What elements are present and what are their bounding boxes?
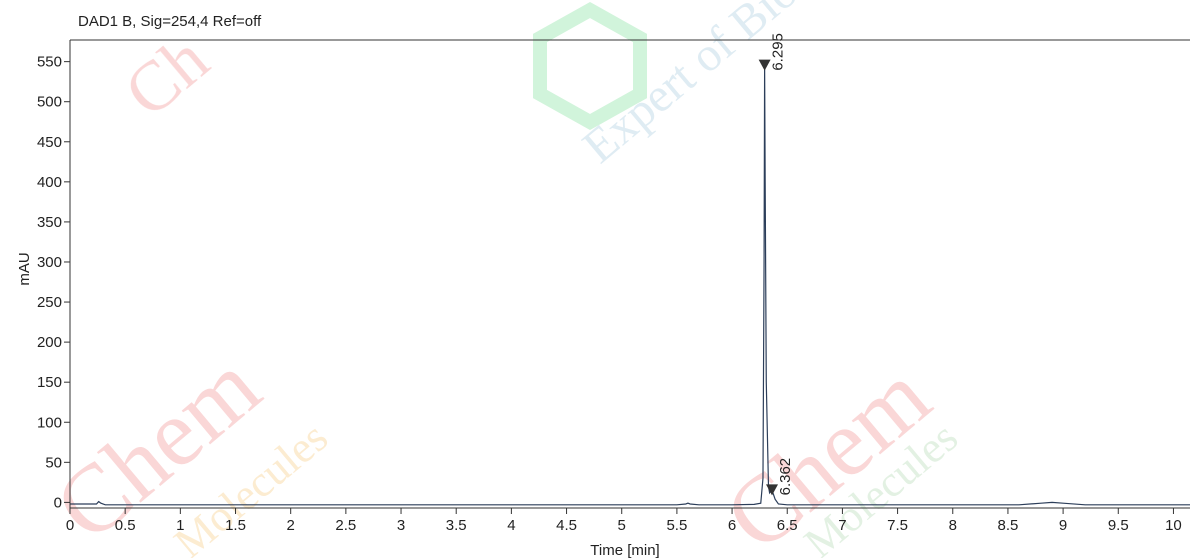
x-tick-label: 2.5 [335, 517, 356, 534]
x-tick-label: 5.5 [666, 517, 687, 534]
x-tick-label: 2 [287, 517, 295, 534]
y-tick-label: 0 [54, 494, 62, 511]
x-tick-label: 0 [66, 517, 74, 534]
x-tick-label: 5 [618, 517, 626, 534]
x-tick-label: 8.5 [998, 517, 1019, 534]
x-tick-label: 3.5 [446, 517, 467, 534]
y-tick-label: 100 [37, 414, 62, 431]
watermark: Ch Expert of Bioactive Chem Molecules Ch… [35, 0, 967, 558]
peak-label: 6.295 [770, 33, 787, 71]
x-tick-label: 0.5 [115, 517, 136, 534]
x-axis-label: Time [min] [590, 542, 659, 558]
peak-marker [758, 59, 771, 71]
y-tick-label: 450 [37, 134, 62, 151]
y-tick-label: 400 [37, 174, 62, 191]
watermark-text: Ch [111, 21, 223, 133]
x-tick-label: 3 [397, 517, 405, 534]
peak-markers: 6.295 6.362 [758, 33, 794, 496]
watermark-hexagon-logo [533, 1, 647, 131]
x-axis: 0 0.5 1 1.5 2 2.5 3 3.5 4 4.5 5 5.5 6 6.5 7 7.5 8 8.5 9 9.5… [66, 508, 1182, 534]
x-tick-label: 1 [176, 517, 184, 534]
y-tick-label: 550 [37, 54, 62, 71]
x-tick-label: 4 [507, 517, 515, 534]
y-tick-label: 500 [37, 94, 62, 111]
x-tick-label: 6.5 [777, 517, 798, 534]
x-tick-label: 4.5 [556, 517, 577, 534]
y-tick-label: 50 [45, 454, 62, 471]
x-tick-label: 7.5 [887, 517, 908, 534]
y-tick-label: 250 [37, 294, 62, 311]
y-tick-label: 300 [37, 254, 62, 271]
y-axis: 0 50 100 150 200 250 300 350 400 450 500 550 [37, 54, 70, 511]
x-tick-label: 9.5 [1108, 517, 1129, 534]
x-tick-label: 7 [838, 517, 846, 534]
y-tick-label: 350 [37, 214, 62, 231]
y-tick-label: 200 [37, 334, 62, 351]
chart-title: DAD1 B, Sig=254,4 Ref=off [78, 13, 262, 30]
peak-label: 6.362 [777, 458, 794, 496]
x-tick-label: 8 [949, 517, 957, 534]
x-tick-label: 9 [1059, 517, 1067, 534]
x-tick-label: 6 [728, 517, 736, 534]
y-axis-label: mAU [16, 252, 33, 285]
y-tick-label: 150 [37, 374, 62, 391]
peak-marker [766, 484, 779, 496]
x-tick-label: 10 [1165, 517, 1182, 534]
x-tick-label: 1.5 [225, 517, 246, 534]
chromatogram-trace [70, 65, 1190, 506]
